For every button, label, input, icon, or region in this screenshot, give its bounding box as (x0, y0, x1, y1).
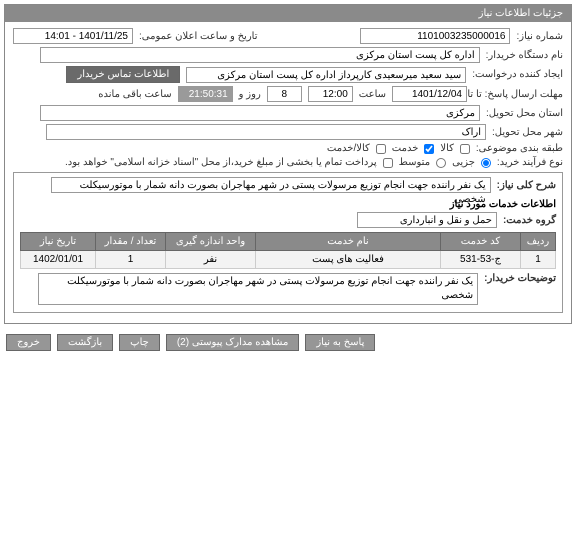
footer-buttons: پاسخ به نیاز مشاهده مدارک پیوستی (2) چاپ… (0, 328, 576, 357)
motevaset-label: متوسط (399, 157, 430, 168)
row-buyer: نام دستگاه خریدار: اداره کل پست استان مر… (13, 47, 563, 63)
khadmat-label: خدمت (392, 143, 419, 154)
motevaset-radio[interactable] (436, 158, 446, 168)
requester-field: سید سعید میرسعیدی کارپرداز اداره کل پست … (186, 67, 466, 83)
respond-button[interactable]: پاسخ به نیاز (305, 334, 375, 351)
need-no-label: شماره نیاز: (516, 31, 563, 42)
th-unit: واحد اندازه گیری (166, 233, 256, 251)
panel-body: شماره نیاز: 1101003235000016 تاریخ و ساع… (5, 22, 571, 323)
row-process: نوع فرآیند خرید: جزیی متوسط پرداخت تمام … (13, 157, 563, 168)
row-service-group: گروه خدمت: حمل و نقل و انبارداری (20, 212, 556, 228)
need-desc-box: شرح کلی نیاز: یک نفر راننده جهت انجام تو… (13, 172, 563, 313)
process-note: پرداخت تمام یا بخشی از مبلغ خرید،از محل … (65, 157, 377, 168)
requester-label: ایجاد کننده درخواست: (472, 69, 563, 80)
announce-label: تاریخ و ساعت اعلان عمومی: (139, 31, 258, 42)
th-row: ردیف (521, 233, 556, 251)
buyer-desc-label: توضیحات خریدار: (484, 273, 556, 284)
time-label-1: ساعت (359, 89, 386, 100)
td-qty: 1 (96, 251, 166, 269)
th-name: نام خدمت (256, 233, 441, 251)
attachments-button[interactable]: مشاهده مدارک پیوستی (2) (166, 334, 300, 351)
panel-title: جزئیات اطلاعات نیاز (5, 5, 571, 22)
row-city: شهر محل تحویل: اراک (13, 124, 563, 140)
kala-label: کالا (440, 143, 454, 154)
buyer-label: نام دستگاه خریدار: (486, 50, 563, 61)
province-field: مرکزی (40, 105, 480, 121)
service-group-label: گروه خدمت: (503, 215, 556, 226)
kalakhedmat-label: کالا/خدمت (327, 143, 370, 154)
remain-time-field: 21:50:31 (178, 86, 233, 102)
process-note-checkbox[interactable] (383, 158, 393, 168)
jozi-radio[interactable] (481, 158, 491, 168)
deadline-date-field: 1401/12/04 (392, 86, 467, 102)
days-label: روز و (239, 89, 261, 100)
row-deadline: مهلت ارسال پاسخ: تا تاریخ: 1401/12/04 سا… (13, 86, 563, 102)
city-field: اراک (46, 124, 486, 140)
th-qty: تعداد / مقدار (96, 233, 166, 251)
jozi-label: جزیی (452, 157, 475, 168)
row-need-no: شماره نیاز: 1101003235000016 تاریخ و ساع… (13, 28, 563, 44)
need-desc-field: یک نفر راننده جهت انجام توزیع مرسولات پس… (51, 177, 491, 193)
td-name: فعالیت های پست (256, 251, 441, 269)
td-row: 1 (521, 251, 556, 269)
announce-field: 1401/11/25 - 14:01 (13, 28, 133, 44)
table-row: 1 ج-53-531 فعالیت های پست نفر 1 1402/01/… (21, 251, 556, 269)
exit-button[interactable]: خروج (6, 334, 51, 351)
buyer-desc-field: یک نفر راننده جهت انجام توزیع مرسولات پس… (38, 273, 478, 305)
services-table: ردیف کد خدمت نام خدمت واحد اندازه گیری ت… (20, 232, 556, 269)
khadmat-checkbox[interactable] (424, 144, 434, 154)
td-date: 1402/01/01 (21, 251, 96, 269)
subject-class-label: طبقه بندی موضوعی: (476, 143, 563, 154)
province-label: استان محل تحویل: (486, 108, 563, 119)
th-date: تاریخ نیاز (21, 233, 96, 251)
th-code: کد خدمت (441, 233, 521, 251)
services-title: اطلاعات خدمات مورد نیاز (20, 199, 556, 210)
td-code: ج-53-531 (441, 251, 521, 269)
process-label: نوع فرآیند خرید: (497, 157, 563, 168)
deadline-time-field: 12:00 (308, 86, 353, 102)
need-no-field: 1101003235000016 (360, 28, 510, 44)
service-group-field: حمل و نقل و انبارداری (357, 212, 497, 228)
kalakhedmat-checkbox[interactable] (376, 144, 386, 154)
row-buyer-desc: توضیحات خریدار: یک نفر راننده جهت انجام … (20, 273, 556, 305)
row-province: استان محل تحویل: مرکزی (13, 105, 563, 121)
days-field: 8 (267, 86, 302, 102)
buyer-field: اداره کل پست استان مرکزی (40, 47, 480, 63)
city-label: شهر محل تحویل: (492, 127, 563, 138)
print-button[interactable]: چاپ (119, 334, 160, 351)
table-header-row: ردیف کد خدمت نام خدمت واحد اندازه گیری ت… (21, 233, 556, 251)
remain-label: ساعت باقی مانده (98, 89, 171, 100)
row-requester: ایجاد کننده درخواست: سید سعید میرسعیدی ک… (13, 66, 563, 83)
deadline-label: مهلت ارسال پاسخ: تا تاریخ: (473, 89, 563, 100)
kala-checkbox[interactable] (460, 144, 470, 154)
need-details-panel: جزئیات اطلاعات نیاز شماره نیاز: 11010032… (4, 4, 572, 324)
row-need-desc: شرح کلی نیاز: یک نفر راننده جهت انجام تو… (20, 177, 556, 193)
back-button[interactable]: بازگشت (57, 334, 113, 351)
row-subject-class: طبقه بندی موضوعی: کالا خدمت کالا/خدمت (13, 143, 563, 154)
contact-buyer-button[interactable]: اطلاعات تماس خریدار (66, 66, 180, 83)
need-desc-label: شرح کلی نیاز: (497, 180, 556, 191)
td-unit: نفر (166, 251, 256, 269)
